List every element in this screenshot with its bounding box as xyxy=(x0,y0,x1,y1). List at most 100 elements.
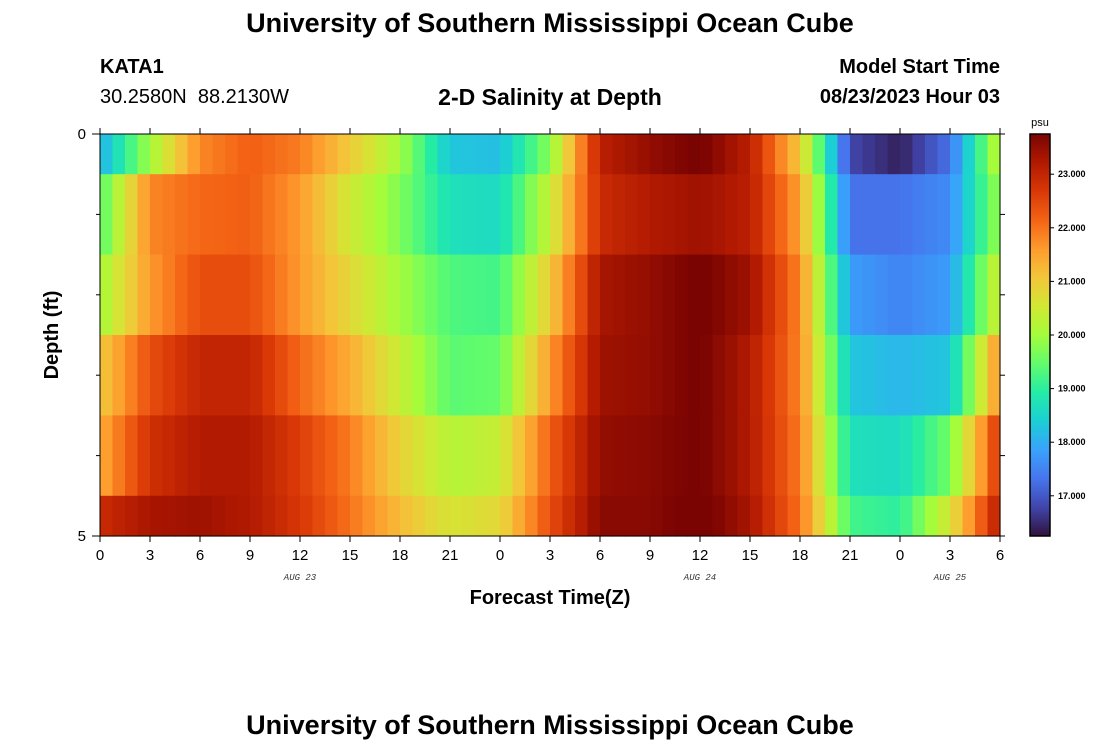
heatmap-cell xyxy=(962,335,976,416)
heatmap-cell xyxy=(225,415,239,497)
heatmap-cell xyxy=(375,254,389,336)
heatmap-cell xyxy=(900,415,914,497)
heatmap-cell xyxy=(225,495,239,537)
heatmap-cell xyxy=(787,415,801,497)
colorbar-tick-label: 17.000 xyxy=(1058,491,1086,501)
heatmap-cell xyxy=(462,134,476,175)
heatmap-cell xyxy=(837,415,851,497)
heatmap-cell xyxy=(425,335,439,416)
heatmap-cell xyxy=(662,495,676,537)
heatmap-cell xyxy=(750,254,764,336)
heatmap-cell xyxy=(175,134,189,175)
heatmap-cell xyxy=(537,254,551,336)
heatmap-cell xyxy=(187,415,201,497)
heatmap-cell xyxy=(487,254,501,336)
heatmap-cell xyxy=(950,254,964,336)
heatmap-cell xyxy=(750,415,764,497)
heatmap-cell xyxy=(512,254,526,336)
heatmap-cell xyxy=(312,495,326,537)
heatmap-cell xyxy=(937,335,951,416)
colorbar-unit: psu xyxy=(1031,117,1049,129)
heatmap-cell xyxy=(150,134,164,175)
heatmap-cell xyxy=(112,495,126,537)
heatmap-cell xyxy=(462,254,476,336)
heatmap-cell xyxy=(712,254,726,336)
heatmap-cell xyxy=(537,134,551,175)
heatmap-cell xyxy=(875,134,889,175)
heatmap-cell xyxy=(137,335,151,416)
heatmap-cell xyxy=(225,254,239,336)
heatmap-cell xyxy=(300,495,314,537)
heatmap-cell xyxy=(800,134,814,175)
x-tick-label: 12 xyxy=(292,547,309,564)
heatmap-cell xyxy=(375,415,389,497)
heatmap-cell xyxy=(350,415,364,497)
heatmap-cell xyxy=(925,495,939,537)
x-tick-label: 21 xyxy=(842,547,859,564)
heatmap-cell xyxy=(987,174,1001,256)
heatmap-cell xyxy=(312,415,326,497)
heatmap-cell xyxy=(325,134,339,175)
heatmap-cell xyxy=(737,415,751,497)
heatmap-cell xyxy=(775,495,789,537)
heatmap-cell xyxy=(362,415,376,497)
heatmap-cell xyxy=(512,134,526,175)
heatmap-cell xyxy=(425,134,439,175)
heatmap-cell xyxy=(800,415,814,497)
plot-title: 2-D Salinity at Depth xyxy=(438,84,662,110)
heatmap-cell xyxy=(937,174,951,256)
heatmap-cell xyxy=(150,174,164,256)
heatmap-cell xyxy=(187,335,201,416)
heatmap-cell xyxy=(550,134,564,175)
heatmap-cell xyxy=(887,415,901,497)
heatmap-cell xyxy=(550,174,564,256)
heatmap-cell xyxy=(937,254,951,336)
heatmap-cell xyxy=(950,134,964,175)
heatmap-cell xyxy=(912,415,926,497)
heatmap-cell xyxy=(450,254,464,336)
heatmap-cell xyxy=(412,134,426,175)
x-tick-label: 6 xyxy=(596,547,604,564)
heatmap-cell xyxy=(150,495,164,537)
heatmap-cell xyxy=(925,134,939,175)
heatmap-cell xyxy=(537,174,551,256)
heatmap-cell xyxy=(400,134,414,175)
heatmap-cell xyxy=(850,335,864,416)
heatmap-cell xyxy=(300,415,314,497)
heatmap-cell xyxy=(837,174,851,256)
heatmap-cell xyxy=(100,254,114,336)
heatmap-cell xyxy=(362,254,376,336)
heatmap-cell xyxy=(712,134,726,175)
heatmap-cell xyxy=(825,174,839,256)
heatmap-cell xyxy=(662,415,676,497)
heatmap-cell xyxy=(525,495,539,537)
heatmap-cell xyxy=(675,134,689,175)
heatmap-cell xyxy=(237,415,251,497)
heatmap-cell xyxy=(650,495,664,537)
heatmap-cell xyxy=(750,335,764,416)
heatmap-cell xyxy=(587,335,601,416)
heatmap-cell xyxy=(700,254,714,336)
heatmap-cell xyxy=(475,134,489,175)
heatmap-cell xyxy=(137,134,151,175)
heatmap-cell xyxy=(737,254,751,336)
heatmap-cell xyxy=(500,495,514,537)
heatmap-cell xyxy=(400,174,414,256)
heatmap-cell xyxy=(200,174,214,256)
heatmap-cell xyxy=(325,335,339,416)
heatmap-cell xyxy=(387,335,401,416)
heatmap-cell xyxy=(250,335,264,416)
heatmap-cell xyxy=(362,495,376,537)
heatmap-cell xyxy=(387,495,401,537)
heatmap-cell xyxy=(487,174,501,256)
x-tick-label: 3 xyxy=(546,547,554,564)
heatmap-cell xyxy=(725,254,739,336)
heatmap-cell xyxy=(425,415,439,497)
heatmap-cell xyxy=(412,254,426,336)
heatmap-cell xyxy=(462,335,476,416)
heatmap-cell xyxy=(175,254,189,336)
heatmap-cell xyxy=(400,415,414,497)
heatmap-cell xyxy=(425,495,439,537)
heatmap-cell xyxy=(812,335,826,416)
heatmap-cell xyxy=(337,174,351,256)
